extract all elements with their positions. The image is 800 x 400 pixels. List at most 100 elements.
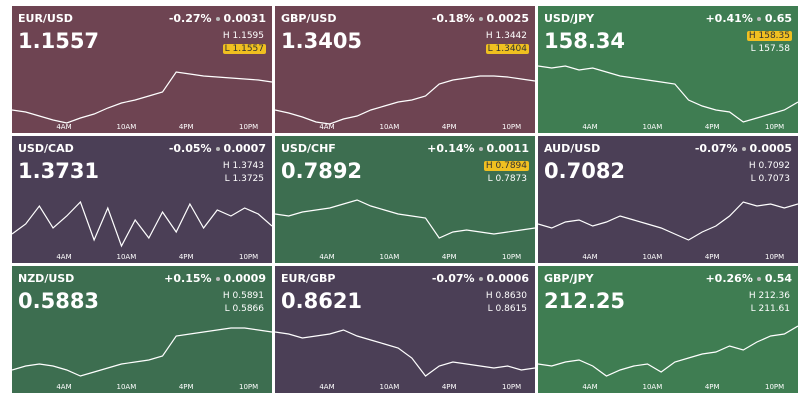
low-label: L — [750, 174, 756, 184]
time-label: 10PM — [765, 123, 785, 131]
sparkline-path — [275, 199, 535, 239]
ticker-tile: USD/JPY 158.34 +0.41% 0.65 H 158.35 L 157.58 4… — [538, 6, 798, 133]
low-label: L — [487, 304, 493, 314]
high-label: H — [748, 31, 756, 41]
high-value: 212.36 — [758, 291, 791, 301]
change-percent: -0.07% — [694, 142, 738, 155]
time-label: 4AM — [319, 123, 335, 131]
pair-name: AUD/USD — [544, 142, 601, 155]
time-label: 4AM — [56, 383, 72, 391]
price: 1.3405 — [281, 29, 363, 53]
pair-name: USD/JPY — [544, 12, 595, 25]
sparkline-path — [538, 201, 798, 241]
high: H 158.35 — [746, 31, 792, 41]
low: L 0.8615 — [486, 304, 529, 314]
change-amount: 0.0025 — [486, 12, 529, 25]
high: H 1.3442 — [484, 31, 529, 41]
price: 1.1557 — [18, 29, 100, 53]
low-value: 211.61 — [758, 304, 791, 314]
low-value: 0.7073 — [758, 174, 791, 184]
high-label: H — [748, 291, 756, 301]
high: H 212.36 — [747, 291, 792, 301]
low: L 0.7073 — [749, 174, 792, 184]
low-label: L — [224, 304, 230, 314]
separator-dot — [478, 147, 483, 151]
ticker-tile: EUR/GBP 0.8621 -0.07% 0.0006 H 0.8630 L 0.861… — [275, 266, 535, 393]
sparkline — [275, 329, 535, 377]
sparkline — [12, 327, 272, 377]
separator-dot — [756, 277, 761, 281]
time-label: 4PM — [704, 123, 720, 131]
time-label: 4PM — [178, 123, 194, 131]
time-label: 4PM — [178, 383, 194, 391]
high: H 0.7092 — [747, 161, 792, 171]
low: L 1.3725 — [223, 174, 266, 184]
high: H 1.1595 — [221, 31, 266, 41]
pair-name: GBP/USD — [281, 12, 337, 25]
change: +0.41% 0.65 — [705, 12, 792, 25]
separator-dot — [478, 17, 483, 21]
separator-dot — [756, 17, 761, 21]
high-value: 1.1595 — [232, 31, 265, 41]
low: L 157.58 — [749, 44, 792, 54]
change-percent: +0.15% — [164, 272, 212, 285]
change: +0.14% 0.0011 — [427, 142, 529, 155]
separator-dot — [215, 17, 220, 21]
time-label: 10AM — [116, 383, 137, 391]
change-amount: 0.0031 — [223, 12, 266, 25]
high: H 0.7894 — [483, 161, 529, 171]
change: +0.15% 0.0009 — [164, 272, 266, 285]
low: L 211.61 — [749, 304, 792, 314]
price: 0.8621 — [281, 289, 363, 313]
high-label: H — [485, 291, 493, 301]
change-percent: -0.27% — [168, 12, 212, 25]
time-label: 10AM — [642, 383, 663, 391]
change-percent: +0.26% — [705, 272, 753, 285]
separator-dot — [215, 147, 220, 151]
time-label: 4PM — [441, 383, 457, 391]
change-percent: +0.41% — [705, 12, 753, 25]
sparkline-path — [12, 71, 272, 124]
time-label: 4AM — [582, 253, 598, 261]
sparkline-path — [12, 327, 272, 377]
pair-name: GBP/JPY — [544, 272, 594, 285]
ticker-tile: EUR/USD 1.1557 -0.27% 0.0031 H 1.1595 L 1.155… — [12, 6, 272, 133]
high-value: 0.8630 — [495, 291, 528, 301]
high-value: 0.5891 — [232, 291, 265, 301]
ticker-tile: AUD/USD 0.7082 -0.07% 0.0005 H 0.7092 L 0.707… — [538, 136, 798, 263]
high-value: 1.3743 — [232, 161, 265, 171]
time-label: 10PM — [502, 253, 522, 261]
price: 0.7082 — [544, 159, 626, 183]
high: H 0.5891 — [221, 291, 266, 301]
change: -0.07% 0.0006 — [432, 272, 529, 285]
low: L 1.1557 — [222, 44, 266, 54]
pair-name: NZD/USD — [18, 272, 75, 285]
low-value: 0.7873 — [495, 174, 528, 184]
high-label: H — [485, 31, 493, 41]
time-label: 10AM — [379, 253, 400, 261]
high-label: H — [222, 31, 230, 41]
price: 158.34 — [544, 29, 626, 53]
time-label: 4PM — [441, 253, 457, 261]
change-percent: -0.05% — [168, 142, 212, 155]
change: -0.05% 0.0007 — [169, 142, 266, 155]
time-label: 4PM — [441, 123, 457, 131]
sparkline — [538, 65, 798, 123]
ticker-tile: USD/CAD 1.3731 -0.05% 0.0007 H 1.3743 L 1.372… — [12, 136, 272, 263]
sparkline — [12, 200, 272, 248]
time-label: 10PM — [502, 123, 522, 131]
ticker-tile: GBP/JPY 212.25 +0.26% 0.54 H 212.36 L 211.61 4… — [538, 266, 798, 393]
time-label: 4AM — [56, 253, 72, 261]
low-label: L — [487, 44, 493, 54]
change-amount: 0.0005 — [749, 142, 792, 155]
time-label: 4AM — [582, 123, 598, 131]
high-value: 0.7894 — [495, 161, 528, 171]
change: +0.26% 0.54 — [705, 272, 792, 285]
pair-name: EUR/GBP — [281, 272, 336, 285]
time-label: 10PM — [765, 383, 785, 391]
sparkline — [538, 201, 798, 241]
time-label: 10AM — [379, 383, 400, 391]
high-value: 0.7092 — [758, 161, 791, 171]
change-amount: 0.0011 — [486, 142, 529, 155]
sparkline — [275, 199, 535, 239]
